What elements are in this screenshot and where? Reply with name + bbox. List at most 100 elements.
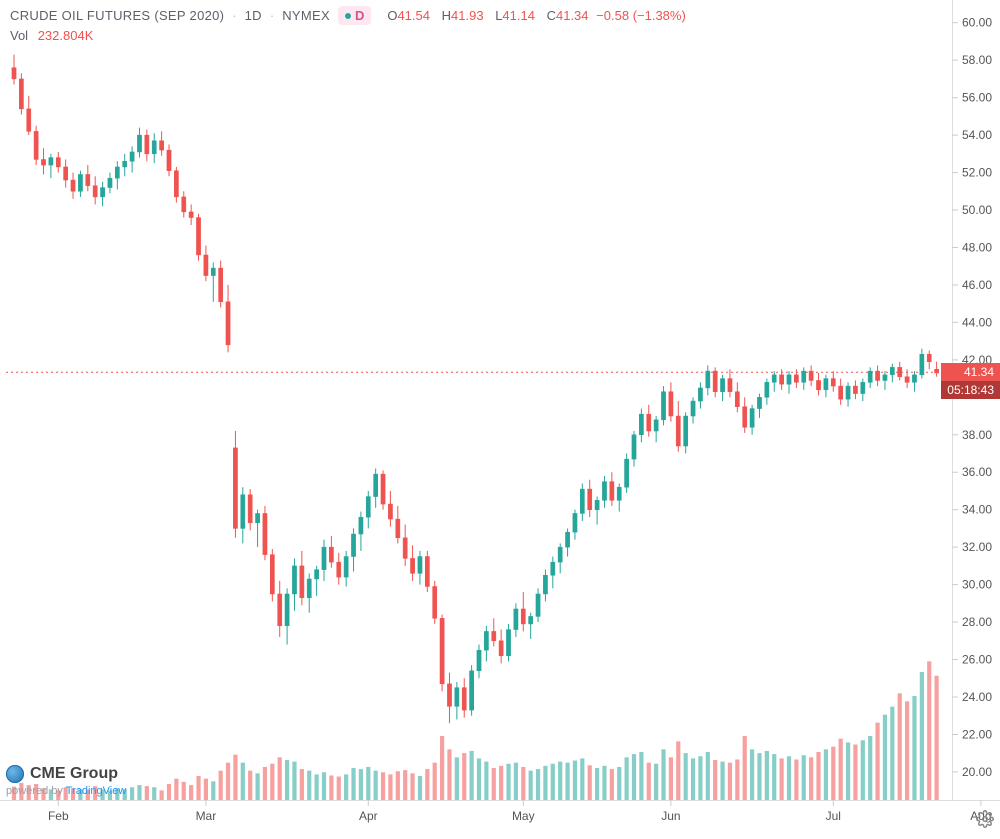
candle-body[interactable] — [617, 487, 621, 500]
candle-body[interactable] — [610, 482, 614, 501]
candle-body[interactable] — [743, 407, 747, 428]
candle-body[interactable] — [270, 555, 274, 594]
candle-body[interactable] — [292, 566, 296, 594]
candle-body[interactable] — [278, 594, 282, 626]
candle-body[interactable] — [12, 68, 16, 79]
candle-body[interactable] — [514, 609, 518, 630]
candle-body[interactable] — [794, 375, 798, 382]
candle-body[interactable] — [868, 371, 872, 382]
candle-body[interactable] — [595, 500, 599, 509]
candle-body[interactable] — [344, 557, 348, 578]
candle-body[interactable] — [189, 212, 193, 218]
candle-body[interactable] — [580, 489, 584, 513]
candle-body[interactable] — [861, 382, 865, 393]
candle-body[interactable] — [182, 197, 186, 212]
candle-body[interactable] — [462, 688, 466, 710]
candle-body[interactable] — [470, 671, 474, 710]
candle-body[interactable] — [706, 371, 710, 388]
candle-body[interactable] — [875, 371, 879, 380]
candle-body[interactable] — [130, 152, 134, 161]
candle-body[interactable] — [713, 371, 717, 392]
candle-body[interactable] — [49, 158, 53, 165]
chart-svg[interactable]: 20.0022.0024.0026.0028.0030.0032.0034.00… — [0, 0, 1000, 839]
candle-body[interactable] — [255, 513, 259, 522]
candle-body[interactable] — [374, 474, 378, 496]
candle-body[interactable] — [241, 495, 245, 529]
candle-body[interactable] — [853, 386, 857, 393]
candle-body[interactable] — [499, 641, 503, 656]
candle-body[interactable] — [115, 167, 119, 178]
candle-body[interactable] — [735, 392, 739, 407]
candle-body[interactable] — [322, 547, 326, 569]
candle-body[interactable] — [396, 519, 400, 538]
candle-body[interactable] — [19, 79, 23, 109]
candle-body[interactable] — [809, 371, 813, 380]
candle-body[interactable] — [455, 688, 459, 707]
candle-body[interactable] — [846, 386, 850, 399]
candle-body[interactable] — [123, 161, 127, 167]
candle-body[interactable] — [824, 379, 828, 390]
candle-body[interactable] — [551, 562, 555, 575]
candle-body[interactable] — [543, 575, 547, 594]
candle-body[interactable] — [565, 532, 569, 547]
candle-body[interactable] — [174, 171, 178, 197]
candle-body[interactable] — [263, 513, 267, 554]
candle-body[interactable] — [698, 388, 702, 401]
candle-body[interactable] — [285, 594, 289, 626]
candle-body[interactable] — [691, 401, 695, 416]
candle-body[interactable] — [388, 504, 392, 519]
candle-body[interactable] — [56, 158, 60, 167]
candle-body[interactable] — [248, 495, 252, 523]
candle-body[interactable] — [329, 547, 333, 562]
candle-body[interactable] — [403, 538, 407, 559]
timeframe-badge[interactable]: D — [338, 6, 371, 25]
candle-body[interactable] — [219, 268, 223, 302]
candle-body[interactable] — [145, 135, 149, 154]
candle-body[interactable] — [750, 409, 754, 428]
candle-body[interactable] — [204, 255, 208, 276]
candle-body[interactable] — [558, 547, 562, 562]
candle-body[interactable] — [839, 386, 843, 399]
candle-body[interactable] — [898, 367, 902, 376]
candle-body[interactable] — [536, 594, 540, 616]
tradingview-link[interactable]: TradingView — [66, 785, 127, 797]
candle-body[interactable] — [654, 420, 658, 431]
candle-body[interactable] — [661, 392, 665, 420]
candle-body[interactable] — [307, 579, 311, 598]
candle-body[interactable] — [831, 379, 835, 386]
candle-body[interactable] — [506, 630, 510, 656]
candle-body[interactable] — [137, 135, 141, 152]
candle-body[interactable] — [912, 375, 916, 382]
candle-body[interactable] — [787, 375, 791, 384]
candle-body[interactable] — [632, 435, 636, 459]
gear-icon[interactable] — [976, 810, 994, 833]
candle-body[interactable] — [226, 302, 230, 345]
candle-body[interactable] — [647, 414, 651, 431]
candle-body[interactable] — [27, 109, 31, 131]
candle-body[interactable] — [492, 631, 496, 640]
candle-body[interactable] — [337, 562, 341, 577]
candle-body[interactable] — [602, 482, 606, 501]
candle-body[interactable] — [920, 354, 924, 375]
candle-body[interactable] — [93, 186, 97, 197]
candle-body[interactable] — [447, 684, 451, 706]
candle-body[interactable] — [167, 150, 171, 171]
candle-body[interactable] — [64, 167, 68, 180]
candle-body[interactable] — [425, 557, 429, 587]
candle-body[interactable] — [669, 392, 673, 416]
candle-body[interactable] — [684, 416, 688, 446]
candle-body[interactable] — [780, 375, 784, 384]
candle-body[interactable] — [802, 371, 806, 382]
candle-body[interactable] — [573, 513, 577, 532]
candle-body[interactable] — [410, 558, 414, 573]
candle-body[interactable] — [34, 131, 38, 159]
candle-body[interactable] — [883, 375, 887, 381]
candle-body[interactable] — [484, 631, 488, 650]
candle-body[interactable] — [100, 188, 104, 197]
candle-body[interactable] — [152, 141, 156, 154]
candle-body[interactable] — [233, 448, 237, 529]
candle-body[interactable] — [381, 474, 385, 504]
candle-body[interactable] — [440, 618, 444, 684]
candle-body[interactable] — [477, 650, 481, 671]
candle-body[interactable] — [418, 557, 422, 574]
